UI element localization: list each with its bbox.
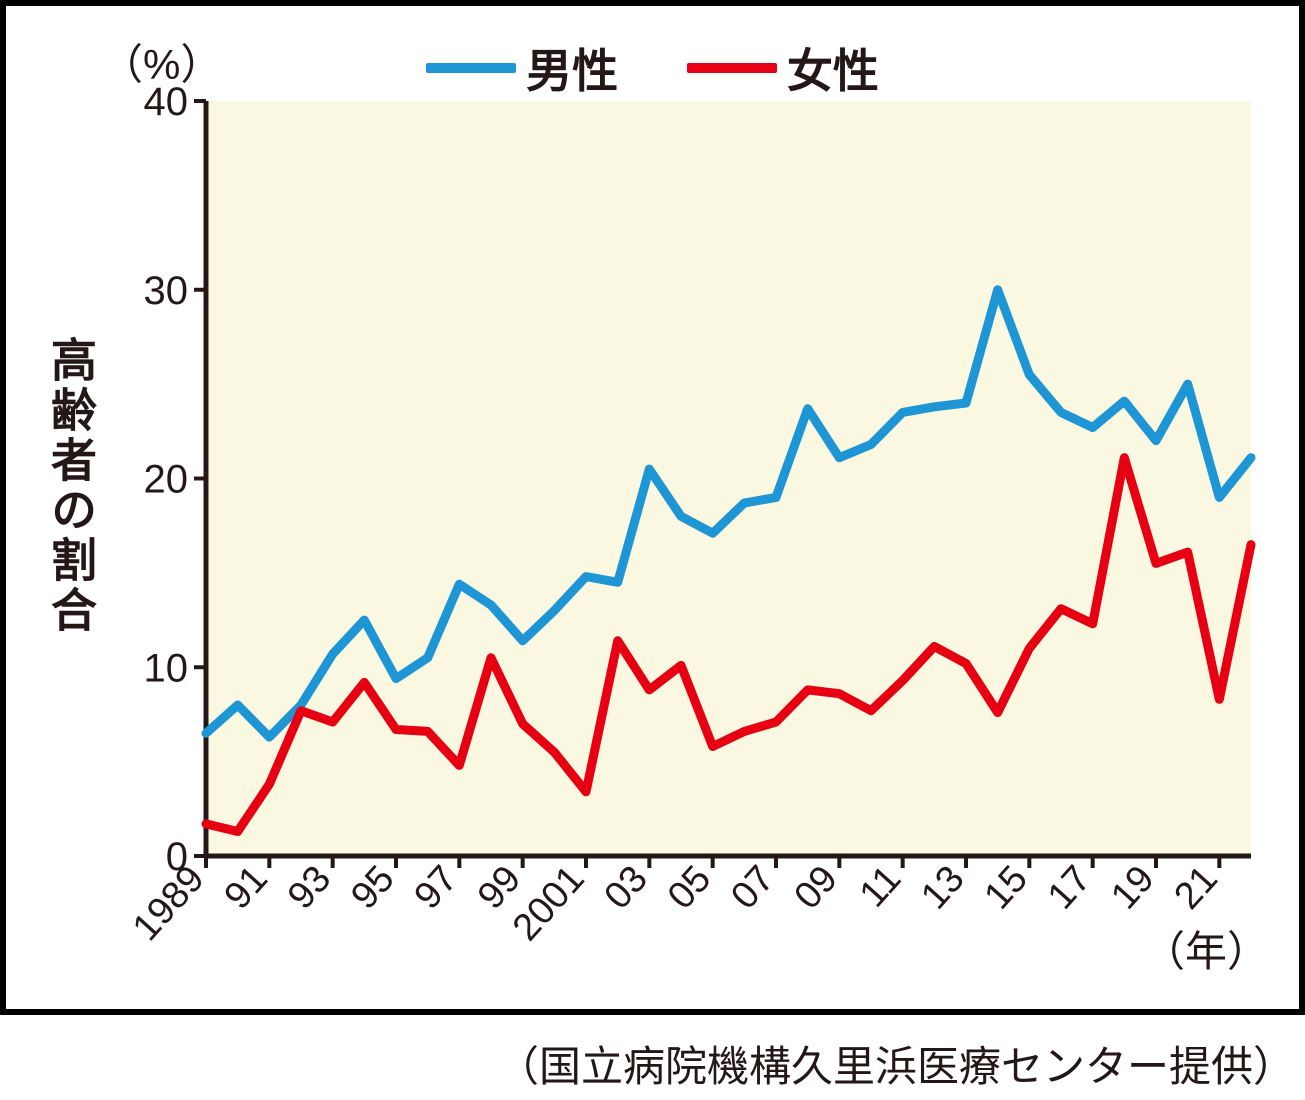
chart-container: （%） 男性 女性 高齢者の割合 010203040 1989919395979… (0, 0, 1305, 1100)
x-tick-label: 03 (597, 858, 657, 918)
x-tick-label: 93 (280, 858, 340, 918)
y-ticks: 010203040 (144, 80, 207, 879)
y-tick-label: 40 (144, 80, 189, 124)
y-tick-label: 10 (144, 646, 189, 690)
x-tick-label: 15 (977, 858, 1037, 918)
x-tick-label: 13 (913, 858, 973, 918)
x-axis-unit: （年） (1143, 918, 1269, 979)
plot-svg: 010203040 198991939597992001030507091113… (6, 6, 1299, 1009)
caption: （国立病院機構久里浜医療センター提供） (0, 1015, 1305, 1094)
x-tick-label: 09 (787, 858, 847, 918)
x-tick-label: 17 (1040, 858, 1100, 918)
x-tick-label: 91 (217, 858, 277, 918)
x-tick-label: 05 (660, 858, 720, 918)
y-tick-label: 30 (144, 269, 189, 313)
x-tick-label: 21 (1167, 858, 1227, 918)
y-tick-label: 20 (144, 458, 189, 502)
x-tick-label: 19 (1103, 858, 1163, 918)
x-tick-label: 07 (723, 858, 783, 918)
chart-frame: （%） 男性 女性 高齢者の割合 010203040 1989919395979… (0, 0, 1305, 1015)
x-tick-label: 1989 (125, 858, 213, 949)
x-tick-label: 2001 (505, 858, 593, 949)
x-ticks: 19899193959799200103050709111315171921 (125, 856, 1226, 949)
x-tick-label: 97 (407, 858, 467, 918)
x-tick-label: 95 (343, 858, 403, 918)
